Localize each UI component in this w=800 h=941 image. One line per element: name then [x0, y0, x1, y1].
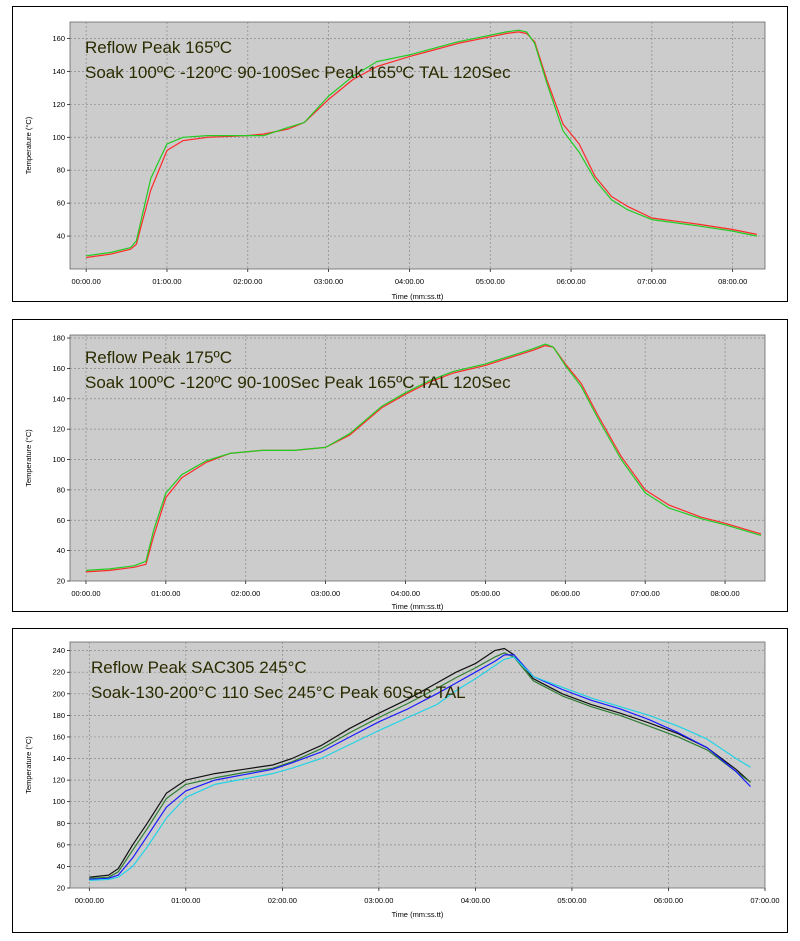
- chart-panel-3: 20 40 60 80 100 120 140 160 180 200 220 240 00:00.00…: [12, 628, 788, 933]
- plot-area: [69, 334, 766, 582]
- series-line-3: [89, 654, 751, 880]
- series-line-1: [85, 345, 762, 573]
- chart-panel-1: 40 60 80 100 120 140 160 00:00.00 01:00.00 02:00.…: [12, 6, 788, 302]
- y-tick-label: 160: [52, 732, 65, 741]
- chart-title: Reflow Peak 165ºC: [85, 38, 232, 57]
- y-tick-label: 20: [57, 577, 65, 586]
- chart-title: Reflow Peak SAC305 245°C: [91, 658, 307, 677]
- y-tick-label: 140: [52, 394, 65, 403]
- x-tick-label: 00:00.00: [75, 896, 104, 905]
- y-tick-label: 60: [57, 840, 65, 849]
- x-tick-label: 02:00.00: [231, 589, 260, 598]
- y-tick-label: 40: [57, 546, 65, 555]
- x-tick-label: 06:00.00: [551, 589, 580, 598]
- series-line-4: [89, 656, 751, 881]
- x-tick-label: 04:00.00: [395, 277, 424, 286]
- x-tick-label: 06:00.00: [654, 896, 683, 905]
- x-tick-label: 08:00.00: [718, 277, 747, 286]
- y-tick-label: 180: [52, 711, 65, 720]
- chart-subtitle: Soak-130-200°C 110 Sec 245°C Peak 60Sec …: [91, 683, 466, 702]
- x-tick-label: 07:00.00: [631, 589, 660, 598]
- x-axis-label: Time (mm:ss.tt): [392, 292, 444, 301]
- y-axis-label: Temperature (°C): [24, 429, 33, 487]
- series-line-1: [89, 647, 751, 878]
- y-tick-label: 220: [52, 668, 65, 677]
- chart-165-svg: 40 60 80 100 120 140 160 00:00.00 01:00.00 02:00.…: [24, 21, 766, 301]
- chart-panel-2: 20 40 60 80 100 120 140 160 180 00:00.00 01:00.00 0…: [12, 319, 788, 612]
- y-tick-label: 120: [52, 776, 65, 785]
- y-tick-label: 80: [57, 166, 65, 175]
- y-tick-label: 120: [52, 100, 65, 109]
- x-tick-label: 03:00.00: [311, 589, 340, 598]
- x-axis-label: Time (mm:ss.tt): [392, 602, 444, 611]
- y-tick-label: 140: [52, 754, 65, 763]
- y-axis-label: Temperature (°C): [24, 736, 33, 794]
- x-tick-label: 05:00.00: [557, 896, 586, 905]
- x-tick-label: 07:00.00: [637, 277, 666, 286]
- series-line-2: [89, 652, 751, 879]
- x-tick-label: 00:00.00: [72, 277, 101, 286]
- series-line-1: [86, 31, 758, 259]
- x-tick-label: 05:00.00: [471, 589, 500, 598]
- chart-subtitle: Soak 100ºC -120ºC 90-100Sec Peak 165ºC T…: [85, 373, 511, 392]
- y-tick-label: 140: [52, 67, 65, 76]
- x-tick-label: 02:00.00: [233, 277, 262, 286]
- y-tick-label: 160: [52, 34, 65, 43]
- y-tick-label: 80: [57, 485, 65, 494]
- y-tick-label: 60: [57, 516, 65, 525]
- y-tick-label: 20: [57, 884, 65, 893]
- x-tick-label: 03:00.00: [364, 896, 393, 905]
- x-tick-label: 05:00.00: [476, 277, 505, 286]
- series-line-2: [86, 29, 758, 257]
- x-tick-label: 04:00.00: [391, 589, 420, 598]
- plot-area: [69, 21, 766, 270]
- x-tick-label: 07:00.00: [750, 896, 779, 905]
- x-axis-label: Time (mm:ss.tt): [392, 910, 444, 919]
- y-tick-label: 40: [57, 862, 65, 871]
- x-tick-label: 00:00.00: [71, 589, 100, 598]
- plot-area: [69, 641, 766, 889]
- x-tick-label: 01:00.00: [171, 896, 200, 905]
- y-tick-label: 120: [52, 425, 65, 434]
- y-tick-label: 160: [52, 364, 65, 373]
- chart-sac305-svg: 20 40 60 80 100 120 140 160 180 200 220 240 00:00.00…: [24, 641, 780, 919]
- x-tick-label: 06:00.00: [556, 277, 585, 286]
- x-tick-label: 01:00.00: [151, 589, 180, 598]
- x-tick-label: 08:00.00: [710, 589, 739, 598]
- chart-subtitle: Soak 100ºC -120ºC 90-100Sec Peak 165ºC T…: [85, 63, 511, 82]
- y-tick-label: 240: [52, 646, 65, 655]
- y-tick-label: 100: [52, 455, 65, 464]
- x-tick-label: 01:00.00: [152, 277, 181, 286]
- y-tick-label: 80: [57, 819, 65, 828]
- y-tick-label: 200: [52, 689, 65, 698]
- series-line-2: [85, 343, 762, 571]
- chart-title: Reflow Peak 175ºC: [85, 348, 232, 367]
- x-tick-label: 04:00.00: [461, 896, 490, 905]
- x-tick-label: 02:00.00: [268, 896, 297, 905]
- y-tick-label: 40: [57, 232, 65, 241]
- y-tick-label: 100: [52, 133, 65, 142]
- y-axis-label: Temperature (°C): [24, 116, 33, 174]
- y-tick-label: 60: [57, 199, 65, 208]
- chart-175-svg: 20 40 60 80 100 120 140 160 180 00:00.00 01:00.00 0…: [24, 334, 766, 611]
- y-tick-label: 100: [52, 797, 65, 806]
- x-tick-label: 03:00.00: [314, 277, 343, 286]
- y-tick-label: 180: [52, 334, 65, 343]
